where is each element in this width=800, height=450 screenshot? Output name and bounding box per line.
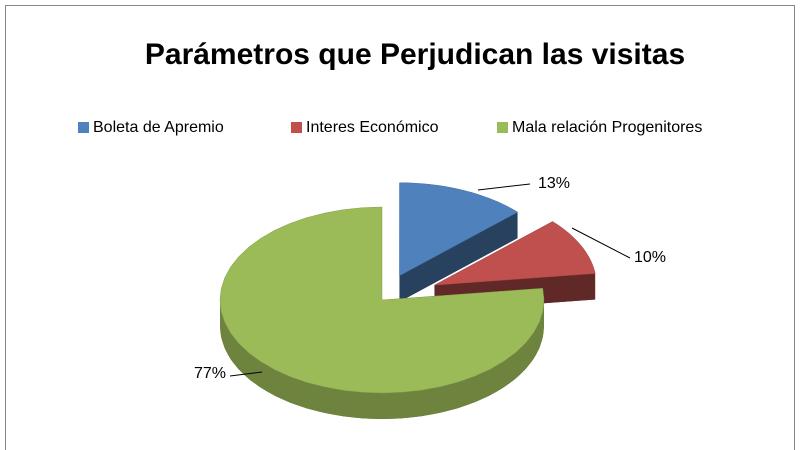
legend-swatch xyxy=(78,122,89,133)
leader-line xyxy=(477,183,531,191)
legend-label: Boleta de Apremio xyxy=(93,119,224,136)
slice xyxy=(219,206,545,394)
leader-line xyxy=(229,371,263,377)
leader-line xyxy=(571,227,631,259)
legend-swatch xyxy=(497,122,508,133)
legend-swatch xyxy=(291,122,302,133)
slice-side xyxy=(399,212,518,302)
data-label: 13% xyxy=(538,175,570,192)
legend-label: Interes Económico xyxy=(306,119,439,136)
data-label: 10% xyxy=(634,249,666,266)
legend-label: Mala relación Progenitores xyxy=(512,119,702,136)
slice xyxy=(399,182,519,277)
data-label: 77% xyxy=(194,365,226,382)
slice xyxy=(434,221,596,286)
chart-title: Parámetros que Perjudican las visitas xyxy=(145,38,685,71)
slice-wall xyxy=(220,300,544,419)
